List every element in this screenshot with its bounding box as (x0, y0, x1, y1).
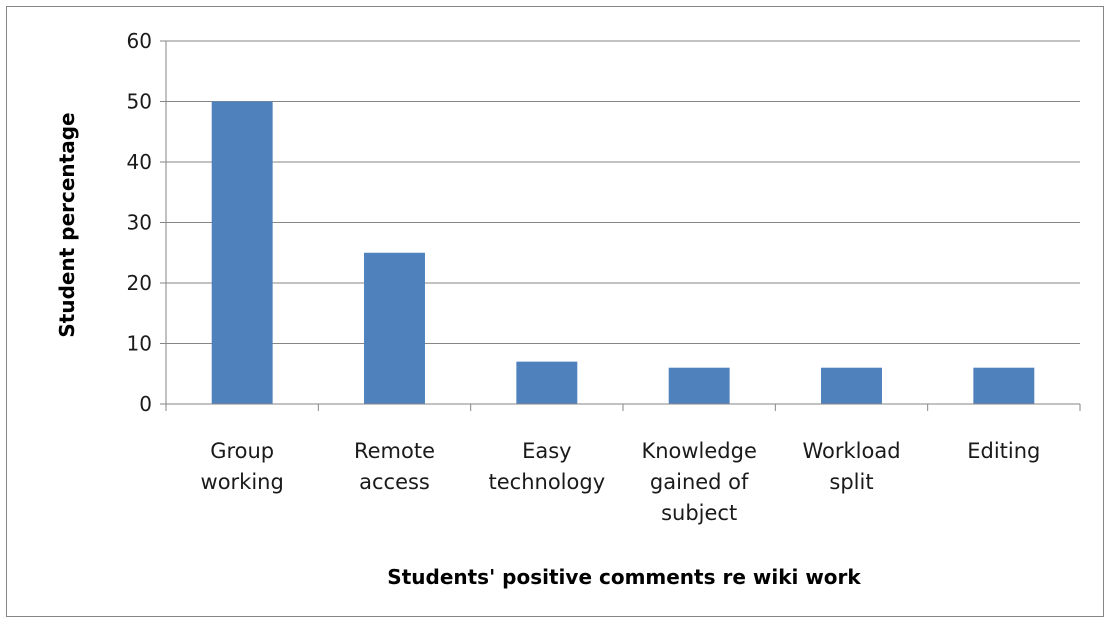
bar (516, 361, 578, 404)
gridlines (166, 40, 1080, 344)
y-tick-label: 20 (127, 271, 152, 295)
x-category-label-line: Editing (967, 439, 1040, 463)
x-category-label: Editing (967, 439, 1040, 463)
x-category-label-line: Knowledge (641, 439, 756, 463)
y-tick-label: 0 (139, 392, 152, 416)
bar (973, 367, 1035, 404)
x-category-label: Remote access (354, 439, 435, 494)
bar (211, 101, 273, 404)
bar (821, 367, 882, 404)
x-category-label: Easy technology (489, 439, 606, 494)
x-category-label-line: subject (661, 501, 737, 525)
y-tick-label: 10 (127, 332, 152, 356)
x-category-labels: Group working Remote access Easy technology Kn… (201, 439, 1041, 525)
x-axis-title: Students' positive comments re wiki work (387, 565, 861, 589)
y-tick-label: 30 (127, 211, 152, 235)
x-category-label-line: Group (210, 439, 274, 463)
bar (668, 367, 730, 404)
x-category-label: Workload split (802, 439, 900, 494)
x-category-label-line: access (359, 470, 430, 494)
x-category-label-line: technology (489, 470, 606, 494)
y-axis-title: Student percentage (55, 112, 79, 337)
y-tick-labels: 0 10 20 30 40 50 60 (127, 29, 152, 416)
x-category-label-line: gained of (650, 470, 749, 494)
x-category-label-line: Easy (522, 439, 572, 463)
axes (160, 40, 1081, 411)
y-tick-label: 40 (127, 150, 152, 174)
x-category-label-line: Workload (802, 439, 900, 463)
y-tick-label: 60 (127, 29, 152, 53)
x-category-label: Knowledge gained of subject (641, 439, 756, 525)
chart-frame (6, 6, 1104, 617)
y-tick-label: 50 (127, 90, 152, 114)
bar (364, 252, 425, 404)
x-category-label-line: split (829, 470, 873, 494)
x-category-label-line: Remote (354, 439, 435, 463)
bars (211, 101, 1035, 404)
x-category-label-line: working (201, 470, 284, 494)
x-category-label: Group working (201, 439, 284, 494)
